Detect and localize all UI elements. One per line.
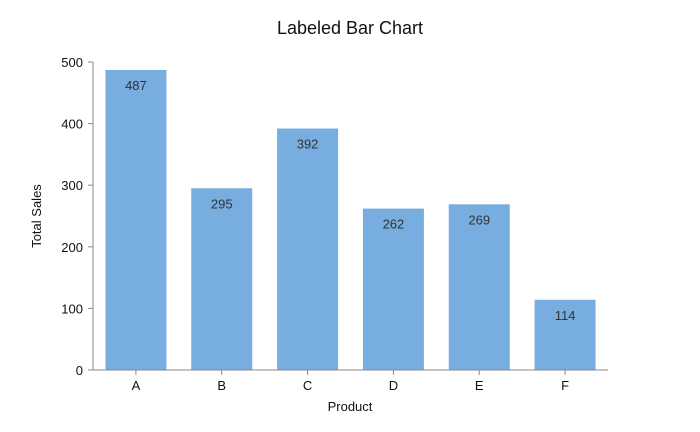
y-tick-label: 500 [61, 55, 83, 70]
data-label-f: 114 [555, 308, 576, 323]
data-label-a: 487 [125, 78, 147, 93]
bar-a [105, 70, 167, 371]
bar-d [362, 208, 424, 370]
bar-b [191, 188, 253, 370]
data-label-d: 262 [383, 217, 405, 232]
y-tick-label: 300 [61, 178, 83, 193]
chart-title: Labeled Bar Chart [277, 18, 423, 38]
bar-f [534, 299, 596, 370]
y-tick-label: 0 [76, 363, 83, 378]
x-tick-label: F [561, 378, 569, 393]
data-label-b: 295 [211, 196, 233, 211]
y-axis-ticks: 0 100 200 300 400 500 [61, 55, 93, 378]
y-tick-label: 200 [61, 240, 83, 255]
x-axis-label: Product [328, 399, 373, 414]
x-tick-label: D [389, 378, 398, 393]
x-axis-ticks: A B C D E F [132, 370, 569, 393]
data-label-e: 269 [468, 212, 490, 227]
data-labels-group: 487 295 392 262 269 114 [125, 78, 575, 323]
bars-group [105, 70, 596, 371]
bar-e [448, 204, 510, 370]
x-tick-label: C [303, 378, 312, 393]
x-tick-label: A [132, 378, 141, 393]
y-tick-label: 400 [61, 117, 83, 132]
x-tick-label: B [217, 378, 226, 393]
data-label-c: 392 [297, 137, 319, 152]
y-tick-label: 100 [61, 301, 83, 316]
x-tick-label: E [475, 378, 484, 393]
bar-c [277, 128, 339, 370]
y-axis-label: Total Sales [29, 184, 44, 248]
